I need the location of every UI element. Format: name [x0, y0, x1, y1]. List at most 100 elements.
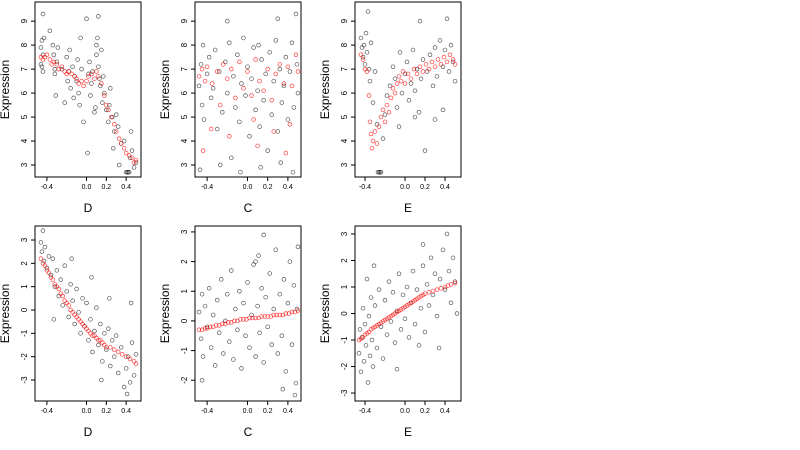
data-point [60, 293, 65, 299]
data-point [233, 95, 238, 101]
data-point [238, 317, 243, 322]
data-point [104, 102, 109, 108]
plot-frame [194, 225, 302, 402]
data-point [414, 287, 420, 292]
data-point [372, 129, 378, 134]
data-point [123, 366, 129, 371]
data-point [452, 78, 458, 84]
data-point [368, 40, 374, 45]
data-point [66, 69, 71, 74]
plot-frame [354, 1, 462, 178]
data-point [289, 40, 295, 45]
data-point [199, 66, 205, 72]
data-point [89, 81, 94, 86]
x-tick-label: 0.0 [82, 184, 92, 191]
y-tick-label: -1 [20, 329, 29, 337]
data-point [116, 136, 122, 141]
data-point [70, 64, 75, 69]
data-point [370, 138, 376, 144]
data-point [85, 150, 90, 156]
data-point [247, 134, 252, 139]
chart-panel-1: -0.4 0.0 0.2 0.4 3 4 5 6 7 8 9 D Expression [0, 1, 142, 215]
data-point [104, 107, 109, 113]
data-point [38, 62, 44, 67]
data-point [363, 30, 369, 36]
data-point [200, 354, 206, 359]
data-point [210, 86, 216, 91]
data-point [295, 90, 301, 96]
data-point [221, 62, 226, 67]
data-point [287, 69, 293, 74]
data-point [394, 81, 400, 86]
data-point [39, 64, 45, 69]
data-point [74, 76, 79, 81]
data-point [76, 90, 81, 96]
y-tick-label: 3 [340, 162, 349, 167]
data-point [283, 54, 289, 60]
data-point [437, 276, 443, 282]
data-point [424, 282, 430, 287]
x-tick-label: 0.2 [420, 408, 430, 415]
data-point [253, 354, 258, 359]
data-point [295, 308, 301, 313]
data-point [437, 38, 443, 43]
data-point [115, 124, 121, 129]
y-axis-label: Expression [158, 284, 172, 343]
data-point [209, 81, 215, 86]
data-point [414, 66, 420, 72]
data-point [79, 66, 84, 72]
data-point [400, 69, 406, 74]
data-point [362, 321, 368, 327]
data-point [241, 317, 246, 322]
data-point [435, 57, 441, 62]
data-point [411, 66, 417, 72]
data-point [416, 110, 422, 115]
data-point [277, 291, 283, 297]
data-point [87, 59, 92, 65]
data-point [95, 35, 100, 41]
data-point [71, 95, 76, 101]
data-point [380, 356, 386, 361]
data-point [277, 62, 283, 67]
data-point [78, 35, 83, 41]
data-point [70, 298, 75, 303]
data-point [249, 312, 254, 318]
data-point [76, 310, 81, 315]
y-tick-label: -3 [20, 376, 29, 384]
data-point [427, 52, 433, 57]
data-point [444, 16, 450, 22]
data-point [81, 119, 86, 125]
data-point [358, 35, 364, 41]
data-point [404, 284, 410, 290]
data-point [448, 300, 454, 306]
data-point [199, 102, 205, 108]
data-point [86, 71, 91, 77]
data-point [202, 326, 208, 331]
data-point [450, 57, 456, 62]
data-point [370, 100, 376, 105]
data-point [96, 342, 101, 348]
data-point [265, 324, 270, 330]
data-point [294, 62, 300, 67]
chart-panel-2: -0.4 0.0 0.2 0.4 3 4 5 6 7 8 9 C Expression [158, 1, 302, 215]
data-point [426, 66, 432, 72]
y-tick-label: 8 [180, 42, 189, 47]
data-point [251, 45, 256, 50]
data-point [361, 358, 367, 364]
data-point [279, 333, 285, 339]
data-point [78, 331, 83, 336]
data-point [213, 323, 219, 328]
data-point [364, 50, 370, 55]
data-point [231, 74, 236, 79]
data-point [283, 150, 289, 156]
data-point [90, 349, 95, 355]
data-point [54, 59, 60, 65]
data-point [100, 359, 105, 364]
data-point [111, 122, 117, 127]
data-point [414, 71, 420, 77]
chart-panel-5: -0.4 0.0 0.2 0.4 -2 -1 0 1 2 3 C Expression [158, 225, 302, 439]
data-point [111, 145, 116, 151]
data-point [94, 305, 99, 310]
data-point [440, 107, 446, 113]
data-point [267, 50, 272, 55]
